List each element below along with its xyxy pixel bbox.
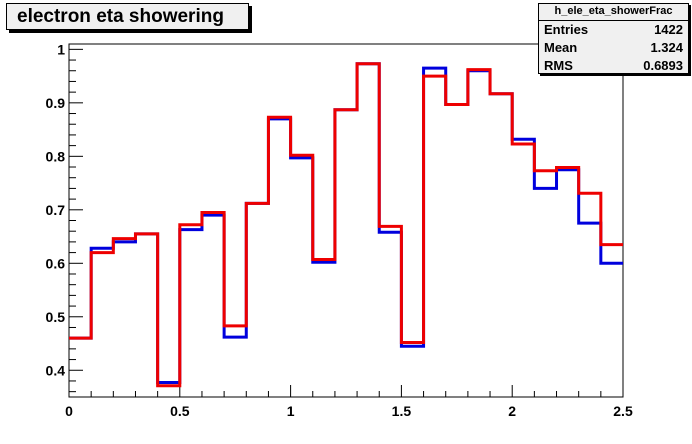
y-tick-label: 0.6 xyxy=(46,255,66,271)
stats-box: h_ele_eta_showerFrac Entries 1422 Mean 1… xyxy=(538,3,689,74)
stats-rms-label: RMS xyxy=(544,57,573,75)
x-tick-label: 1 xyxy=(287,403,295,419)
stats-row-mean: Mean 1.324 xyxy=(539,39,688,57)
plot-frame xyxy=(69,44,623,397)
title-box: electron eta showering xyxy=(6,3,249,30)
y-tick-label: 0.5 xyxy=(46,309,66,325)
y-tick-label: 0.7 xyxy=(46,202,66,218)
stats-rms-value: 0.6893 xyxy=(643,57,683,75)
y-tick-label: 0.4 xyxy=(46,362,66,378)
chart-title: electron eta showering xyxy=(17,6,224,28)
x-tick-label: 2 xyxy=(508,403,516,419)
stats-entries-label: Entries xyxy=(544,21,588,39)
stats-mean-value: 1.324 xyxy=(650,39,683,57)
stats-row-entries: Entries 1422 xyxy=(539,21,688,39)
stats-entries-value: 1422 xyxy=(654,21,683,39)
x-tick-label: 2.5 xyxy=(613,403,633,419)
y-tick-label: 0.9 xyxy=(46,95,66,111)
stats-mean-label: Mean xyxy=(544,39,577,57)
x-tick-label: 0 xyxy=(65,403,73,419)
y-tick-label: 1 xyxy=(57,41,65,57)
y-tick-label: 0.8 xyxy=(46,148,66,164)
x-tick-label: 1.5 xyxy=(392,403,412,419)
stats-histogram-name: h_ele_eta_showerFrac xyxy=(539,4,688,21)
stats-row-rms: RMS 0.6893 xyxy=(539,57,688,75)
x-tick-label: 0.5 xyxy=(170,403,190,419)
